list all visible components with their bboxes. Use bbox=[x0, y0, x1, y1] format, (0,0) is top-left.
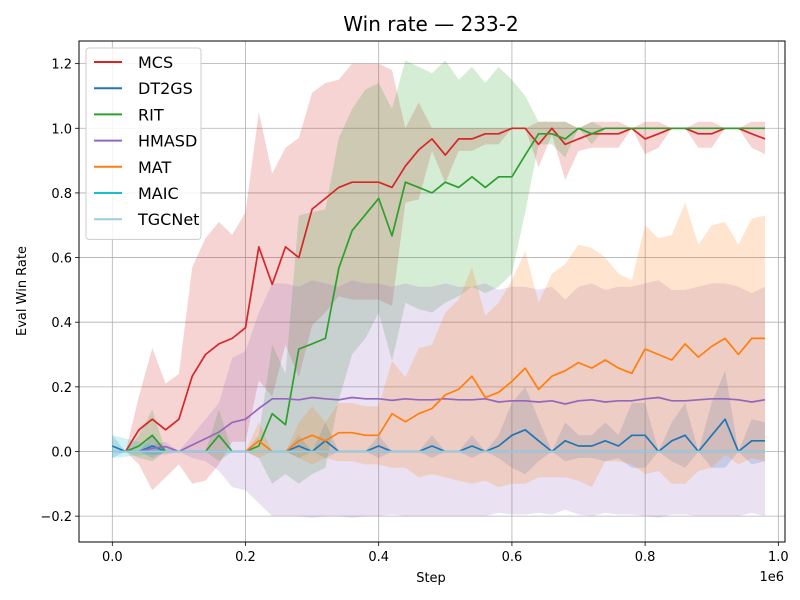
y-tick-label: 0.4 bbox=[51, 316, 72, 331]
legend-label-tgcnet: TGCNet bbox=[137, 210, 199, 229]
x-tick-label: 1.0 bbox=[768, 550, 789, 565]
line-hmasd bbox=[112, 396, 766, 453]
band-rit bbox=[112, 60, 766, 484]
chart-title: Win rate — 233-2 bbox=[343, 12, 518, 36]
legend: MCS DT2GS RIT HMASD MAT MAIC TGCNet bbox=[85, 47, 202, 240]
band-mat bbox=[245, 202, 765, 488]
legend-label-mat: MAT bbox=[138, 158, 172, 177]
y-tick-label: 0.8 bbox=[51, 187, 72, 202]
band-mcs bbox=[112, 63, 766, 491]
x-tick-label: 0.6 bbox=[502, 550, 523, 565]
legend-label-dt2gs: DT2GS bbox=[138, 79, 193, 98]
line-rit bbox=[112, 127, 765, 453]
band-dt2gs bbox=[112, 370, 766, 475]
x-axis-title: Step bbox=[416, 571, 446, 586]
legend-label-maic: MAIC bbox=[138, 184, 179, 203]
x-axis-offset-label: 1e6 bbox=[759, 570, 784, 585]
legend-label-hmasd: HMASD bbox=[138, 132, 197, 151]
y-tick-label: 0.2 bbox=[51, 381, 72, 396]
y-tick-label: 0.6 bbox=[51, 252, 72, 267]
x-tick-label: 0.4 bbox=[368, 550, 389, 565]
y-axis-title: Eval Win Rate bbox=[15, 246, 30, 336]
legend-box bbox=[85, 47, 202, 240]
line-mat bbox=[244, 337, 765, 453]
y-tick-label: 1.0 bbox=[51, 122, 72, 137]
x-tick-label: 0.2 bbox=[235, 550, 256, 565]
confidence-bands bbox=[112, 60, 766, 518]
legend-label-mcs: MCS bbox=[138, 53, 173, 72]
series-lines bbox=[111, 127, 766, 453]
x-tick-label: 0.8 bbox=[635, 550, 656, 565]
line-mcs bbox=[112, 127, 766, 453]
y-tick-label: 1.2 bbox=[51, 58, 72, 73]
x-tick-label: 0.0 bbox=[102, 550, 123, 565]
y-tick-label: 0.0 bbox=[51, 445, 72, 460]
legend-label-rit: RIT bbox=[138, 105, 164, 124]
axis-ticks: 0.0 0.2 0.4 0.6 0.8 1.0 −0.2 0.0 0.2 0.4 0.6 0.8 1.0… bbox=[40, 58, 788, 565]
plot-frame bbox=[78, 40, 786, 543]
y-tick-label: −0.2 bbox=[40, 510, 72, 525]
